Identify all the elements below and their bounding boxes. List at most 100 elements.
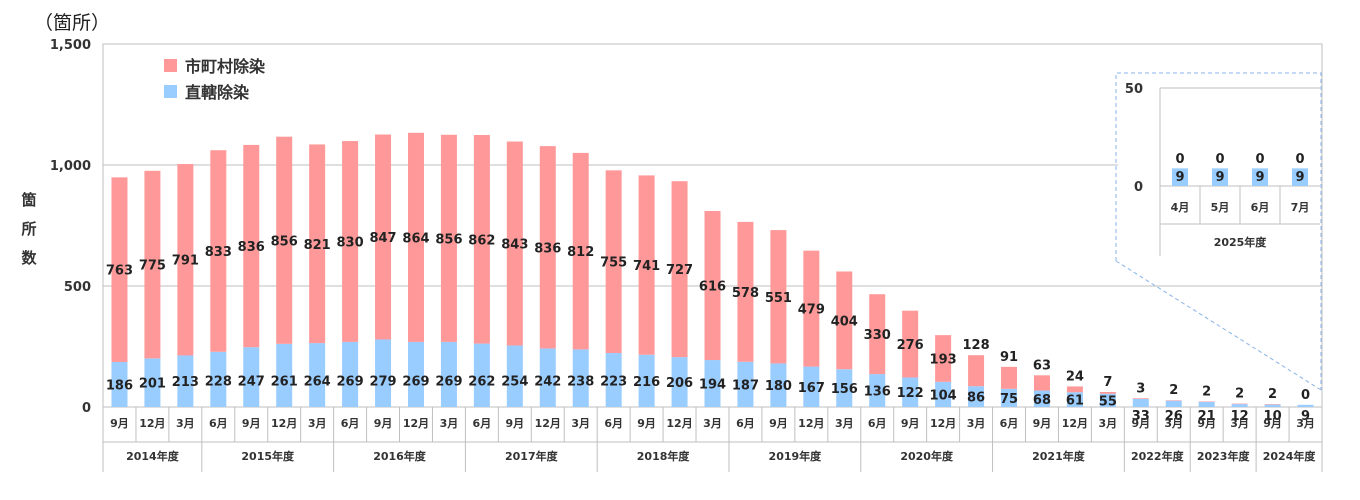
- x-tick-label: 6月: [604, 417, 623, 430]
- data-label-municipal: 833: [205, 245, 232, 260]
- data-label-municipal: 91: [1000, 350, 1018, 365]
- legend-item-municipal: 市町村除染: [164, 52, 265, 78]
- data-label-direct: 269: [402, 374, 429, 389]
- x-tick-label: 9月: [1263, 417, 1282, 430]
- bar-direct: [704, 360, 721, 407]
- data-label-direct: 228: [205, 374, 232, 389]
- bar-municipal: [375, 134, 392, 340]
- bar-direct: [638, 354, 655, 407]
- data-label-direct: 216: [633, 375, 660, 390]
- x-tick-label: 12月: [1062, 417, 1088, 430]
- x-tick-label: 12月: [139, 417, 165, 430]
- data-label-direct: 264: [304, 374, 331, 389]
- data-label-direct: 269: [337, 374, 364, 389]
- inset-bar-direct: [1212, 168, 1228, 186]
- data-label-direct: 136: [864, 385, 891, 400]
- legend-label-municipal: 市町村除染: [185, 57, 266, 76]
- x-tick-label: 3月: [1230, 417, 1249, 430]
- bar-municipal: [869, 294, 886, 375]
- legend-swatch-direct: [164, 84, 177, 98]
- x-tick-label: 3月: [176, 417, 195, 430]
- data-label-direct: 86: [967, 391, 985, 406]
- bar-direct: [572, 349, 589, 407]
- y-axis-label: 箇 所 数: [14, 186, 44, 273]
- data-label-direct: 242: [534, 374, 561, 389]
- data-label-municipal: 193: [930, 352, 957, 367]
- bar-direct: [1231, 404, 1248, 407]
- data-label-municipal: 616: [699, 280, 726, 295]
- x-tick-label: 9月: [242, 417, 261, 430]
- y-axis-label-char: 所: [21, 220, 37, 238]
- data-label-municipal: 847: [369, 231, 396, 246]
- bar-municipal: [605, 170, 622, 354]
- x-tick-label: 9月: [110, 417, 129, 430]
- data-label-direct: 61: [1066, 394, 1084, 409]
- data-label-direct: 187: [732, 378, 759, 393]
- y-tick-label: 1,500: [50, 38, 91, 53]
- data-label-municipal: 404: [831, 314, 858, 329]
- bar-municipal: [737, 221, 754, 362]
- inset-data-label-direct: 9: [1175, 170, 1184, 185]
- bar-direct: [1264, 404, 1281, 407]
- data-label-direct: 9: [1301, 409, 1310, 424]
- data-label-municipal: 755: [600, 256, 627, 271]
- inset-bar-direct: [1292, 168, 1308, 186]
- y-tick-label: 0: [82, 401, 91, 416]
- data-label-municipal: 812: [567, 245, 594, 260]
- x-tick-label: 9月: [901, 417, 920, 430]
- bar-direct: [836, 369, 853, 407]
- bar-direct: [342, 341, 359, 407]
- data-label-municipal: 578: [732, 286, 759, 301]
- x-tick-label: 6月: [473, 417, 492, 430]
- bar-municipal: [276, 136, 293, 344]
- inset-y-tick-label: 0: [1134, 180, 1143, 195]
- bar-municipal: [935, 335, 952, 382]
- data-label-municipal: 2: [1268, 387, 1277, 402]
- legend: 市町村除染 直轄除染: [164, 52, 265, 104]
- bar-direct: [1297, 404, 1314, 407]
- bar-municipal: [440, 134, 457, 342]
- year-group-label: 2014年度: [126, 449, 180, 463]
- x-tick-label: 3月: [1296, 417, 1315, 430]
- bar-municipal: [704, 210, 721, 361]
- year-group-label: 2023年度: [1197, 449, 1251, 463]
- bar-direct: [210, 351, 227, 407]
- bar-direct: [605, 353, 622, 407]
- bar-direct: [177, 355, 194, 407]
- bar-municipal: [177, 164, 194, 356]
- y-tick-label: 1,000: [50, 159, 91, 174]
- data-label-direct: 167: [798, 381, 825, 396]
- inset-x-tick-label: 6月: [1251, 201, 1270, 214]
- bar-direct: [1198, 401, 1215, 407]
- bar-municipal: [638, 175, 655, 355]
- bar-direct: [440, 341, 457, 407]
- x-tick-label: 3月: [1099, 417, 1118, 430]
- x-tick-label: 3月: [1164, 417, 1183, 430]
- inset-background: [1118, 75, 1320, 260]
- inset-data-label-direct: 9: [1255, 170, 1264, 185]
- bar-municipal: [342, 141, 359, 342]
- inset-x-tick-label: 7月: [1291, 201, 1310, 214]
- data-label-direct: 261: [271, 374, 298, 389]
- inset-x-tick-label: 4月: [1171, 201, 1190, 214]
- data-label-direct: 223: [600, 374, 627, 389]
- bar-direct: [111, 361, 128, 407]
- data-label-direct: 213: [172, 375, 199, 390]
- year-group-label: 2018年度: [637, 449, 691, 463]
- bar-direct: [309, 343, 326, 407]
- bar-municipal: [836, 271, 853, 370]
- data-label-municipal: 330: [864, 328, 891, 343]
- x-tick-label: 3月: [308, 417, 327, 430]
- year-group-label: 2019年度: [769, 449, 823, 463]
- bar-municipal: [243, 144, 260, 348]
- bar-direct: [902, 377, 919, 407]
- data-label-direct: 201: [139, 377, 166, 392]
- bar-municipal: [506, 141, 523, 346]
- bar-direct: [1165, 400, 1182, 407]
- bar-direct: [1001, 388, 1018, 407]
- y-axis-label-char: 箇: [21, 191, 37, 209]
- data-label-municipal: 24: [1066, 369, 1084, 384]
- x-tick-label: 6月: [1000, 417, 1019, 430]
- data-label-municipal: 830: [337, 235, 364, 250]
